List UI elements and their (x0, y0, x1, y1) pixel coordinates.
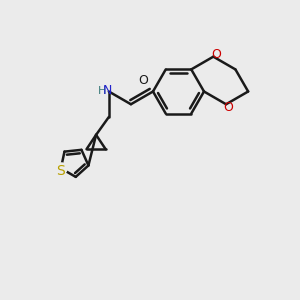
Text: O: O (224, 101, 233, 114)
Text: H: H (98, 86, 106, 96)
Text: O: O (139, 74, 148, 87)
Text: S: S (56, 164, 65, 178)
Text: N: N (103, 84, 112, 98)
Text: O: O (211, 48, 221, 61)
